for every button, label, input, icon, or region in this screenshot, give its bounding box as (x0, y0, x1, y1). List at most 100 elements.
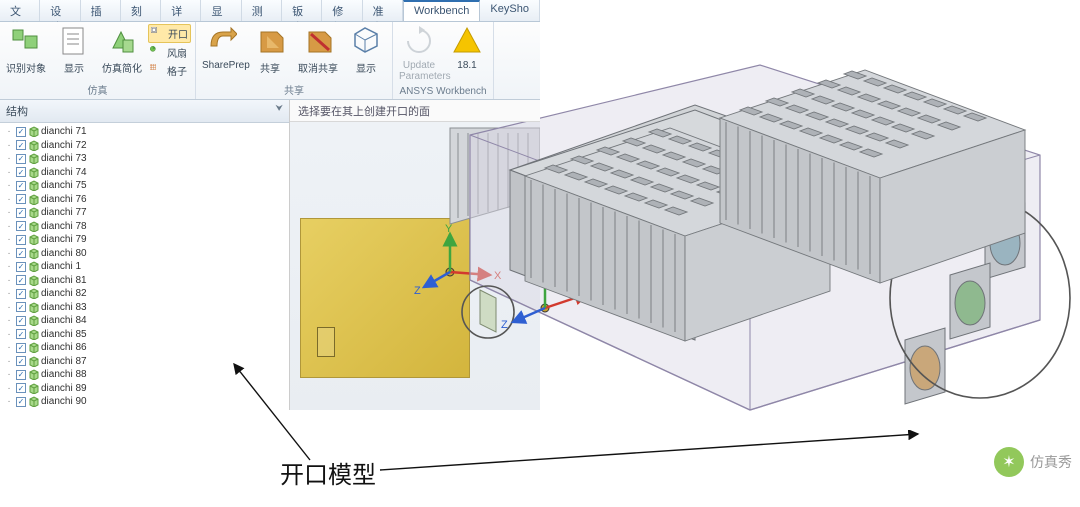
checkbox-icon[interactable]: ✓ (16, 248, 26, 258)
ribbon-btn-Update Parameters: Update Parameters (397, 24, 441, 84)
ribbon-btn-18.1[interactable]: 18.1 (445, 24, 489, 73)
ribbon-btn-风扇[interactable]: 风扇 (148, 44, 191, 61)
tab-钣金[interactable]: 钣金 (282, 0, 322, 21)
tab-详细[interactable]: 详细 (161, 0, 201, 21)
tree-node[interactable]: ·✓dianchi 84 (0, 314, 289, 328)
tree-node[interactable]: ·✓dianchi 81 (0, 274, 289, 288)
body-icon (28, 167, 39, 178)
tree-node[interactable]: ·✓dianchi 80 (0, 247, 289, 261)
tree-node[interactable]: ·✓dianchi 75 (0, 179, 289, 193)
tree-node[interactable]: ·✓dianchi 85 (0, 328, 289, 342)
body-icon (28, 140, 39, 151)
group-label: ANSYS Workbench (397, 86, 489, 97)
tree-node[interactable]: ·✓dianchi 1 (0, 260, 289, 274)
body-icon (28, 356, 39, 367)
ribbon-btn-共享[interactable]: 共享 (248, 24, 292, 77)
body-icon (28, 342, 39, 353)
tree-node[interactable]: ·✓dianchi 86 (0, 341, 289, 355)
tab-插入[interactable]: 插入 (81, 0, 121, 21)
checkbox-icon[interactable]: ✓ (16, 383, 26, 393)
tab-修复[interactable]: 修复 (322, 0, 362, 21)
checkbox-icon[interactable]: ✓ (16, 329, 26, 339)
body-icon (28, 383, 39, 394)
ribbon-btn-SharePrep[interactable]: SharePrep (200, 24, 244, 73)
checkbox-icon[interactable]: ✓ (16, 302, 26, 312)
tree-node[interactable]: ·✓dianchi 77 (0, 206, 289, 220)
tree-node[interactable]: ·✓dianchi 76 (0, 193, 289, 207)
ribbon-group-共享: SharePrep共享取消共享显示共享 (196, 22, 393, 99)
wechat-icon: ✶ (994, 447, 1024, 477)
body-icon (28, 153, 39, 164)
shareprep-icon (206, 26, 238, 58)
body-icon (28, 194, 39, 205)
tab-文件[interactable]: 文件 (0, 0, 40, 21)
checkbox-icon[interactable]: ✓ (16, 356, 26, 366)
ribbon-btn-格子[interactable]: 格子 (148, 62, 191, 79)
viewport-prompt: 选择要在其上创建开口的面 (290, 100, 540, 122)
ribbon-btn-开口[interactable]: 开口 (148, 24, 191, 43)
tab-测量[interactable]: 测量 (242, 0, 282, 21)
opening-icon (151, 27, 165, 41)
tree-collapse-icon[interactable]: ⮟ (275, 103, 283, 119)
checkbox-icon[interactable]: ✓ (16, 181, 26, 191)
tree-title: 结构 (6, 103, 28, 119)
body-icon (28, 261, 39, 272)
body-icon (28, 396, 39, 407)
tree-node[interactable]: ·✓dianchi 82 (0, 287, 289, 301)
share-icon (254, 26, 286, 58)
checkbox-icon[interactable]: ✓ (16, 397, 26, 407)
body-icon (28, 126, 39, 137)
ribbon-btn-仿真简化[interactable]: 仿真简化 (100, 24, 144, 77)
svg-text:Z: Z (414, 285, 421, 297)
tree-node[interactable]: ·✓dianchi 71 (0, 125, 289, 139)
checkbox-icon[interactable]: ✓ (16, 262, 26, 272)
checkbox-icon[interactable]: ✓ (16, 221, 26, 231)
body-icon (28, 207, 39, 218)
tab-准备[interactable]: 准备 (363, 0, 403, 21)
ribbon-btn-取消共享[interactable]: 取消共享 (296, 24, 340, 77)
checkbox-icon[interactable]: ✓ (16, 343, 26, 353)
tree-node[interactable]: ·✓dianchi 79 (0, 233, 289, 247)
body-icon (28, 315, 39, 326)
tree-node[interactable]: ·✓dianchi 83 (0, 301, 289, 315)
tree-node[interactable]: ·✓dianchi 72 (0, 139, 289, 153)
checkbox-icon[interactable]: ✓ (16, 167, 26, 177)
ribbon-btn-显示[interactable]: 显示 (52, 24, 96, 77)
checkbox-icon[interactable]: ✓ (16, 235, 26, 245)
tab-刻面[interactable]: 刻面 (121, 0, 161, 21)
checkbox-icon[interactable]: ✓ (16, 275, 26, 285)
tab-显示[interactable]: 显示 (201, 0, 241, 21)
tree-node[interactable]: ·✓dianchi 73 (0, 152, 289, 166)
tab-Workbench[interactable]: Workbench (403, 0, 480, 21)
body-icon (28, 234, 39, 245)
tab-设计[interactable]: 设计 (40, 0, 80, 21)
checkbox-icon[interactable]: ✓ (16, 208, 26, 218)
tab-KeySho[interactable]: KeySho (480, 0, 540, 21)
ribbon-btn-显示[interactable]: 显示 (344, 24, 388, 77)
body-icon (28, 288, 39, 299)
checkbox-icon[interactable]: ✓ (16, 154, 26, 164)
body-icon (28, 248, 39, 259)
recognize-icon (10, 26, 42, 58)
ribbon-group-ANSYS Workbench: Update Parameters18.1 ANSYS Workbench (393, 22, 494, 99)
ribbon-btn-识别对象[interactable]: 识别对象 (4, 24, 48, 77)
tree-node[interactable]: ·✓dianchi 74 (0, 166, 289, 180)
ribbon: 识别对象显示仿真简化开口风扇格子仿真SharePrep共享取消共享显示共享Upd… (0, 22, 540, 100)
checkbox-icon[interactable]: ✓ (16, 194, 26, 204)
group-label: 共享 (200, 82, 388, 97)
checkbox-icon[interactable]: ✓ (16, 370, 26, 380)
group-label: 仿真 (4, 82, 191, 97)
show-wire-icon (350, 26, 382, 58)
checkbox-icon[interactable]: ✓ (16, 140, 26, 150)
checkbox-icon[interactable]: ✓ (16, 289, 26, 299)
tree-title-bar: 结构 ⮟ (0, 100, 289, 123)
body-icon (28, 221, 39, 232)
tree-node[interactable]: ·✓dianchi 78 (0, 220, 289, 234)
axis-triad-left: X Y Z (420, 232, 421, 233)
fan-icon (150, 46, 164, 60)
show-doc-icon (58, 26, 90, 58)
ribbon-group-仿真: 识别对象显示仿真简化开口风扇格子仿真 (0, 22, 196, 99)
checkbox-icon[interactable]: ✓ (16, 316, 26, 326)
checkbox-icon[interactable]: ✓ (16, 127, 26, 137)
update-icon (403, 26, 435, 58)
